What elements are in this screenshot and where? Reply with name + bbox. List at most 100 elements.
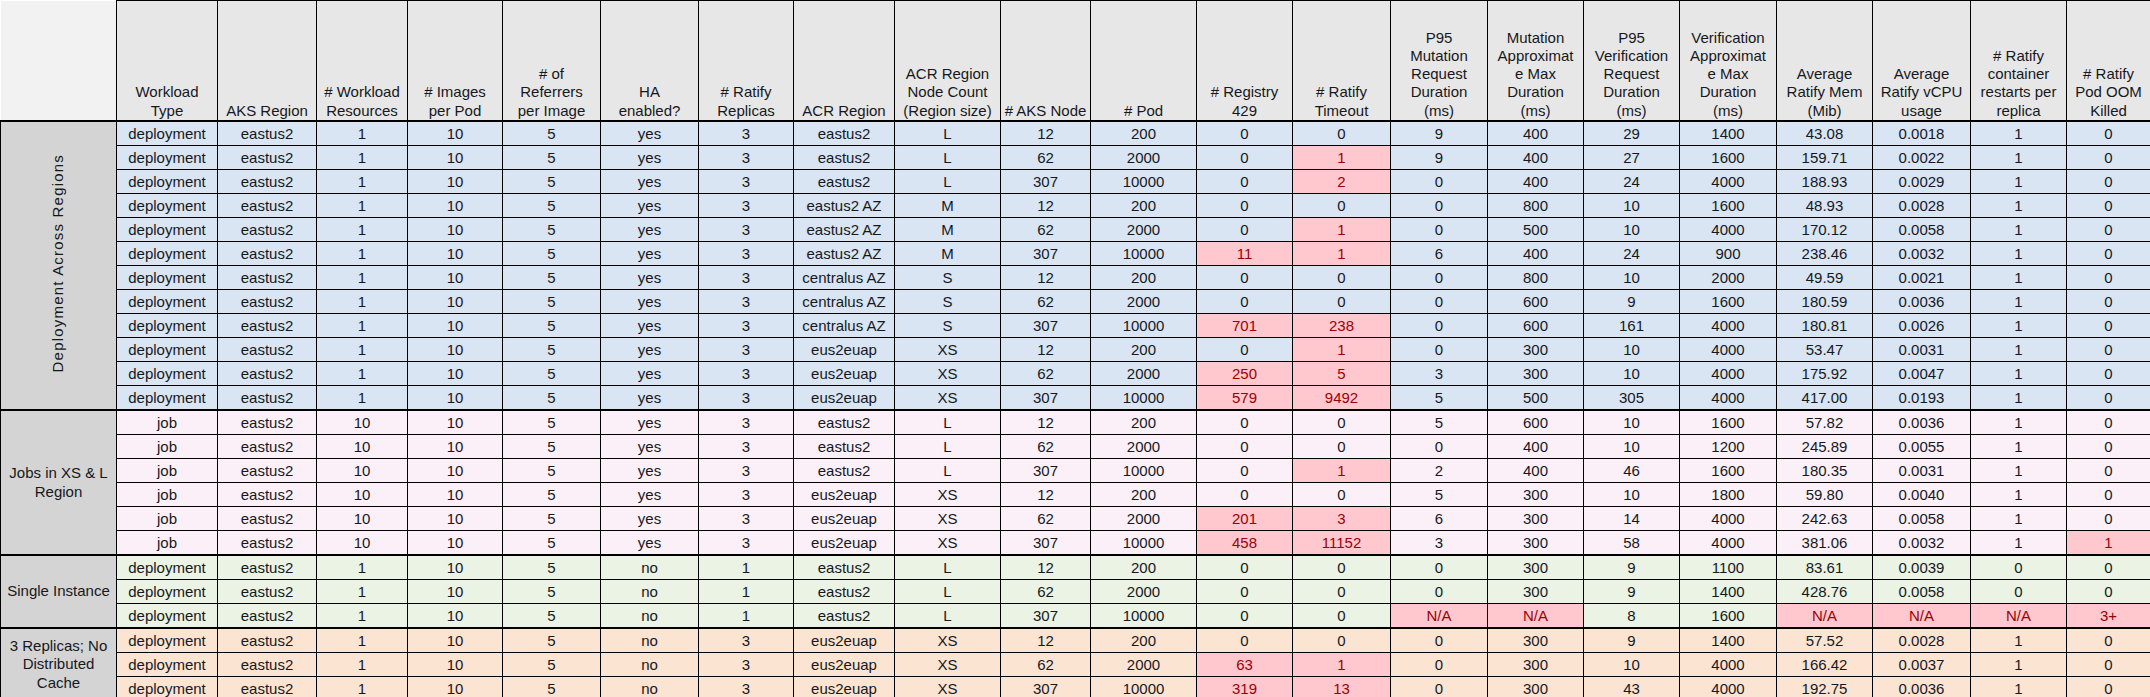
cell: job bbox=[117, 410, 218, 435]
table-body: Deployment Across Regionsdeploymenteastu… bbox=[1, 121, 2150, 697]
cell: 0 bbox=[2067, 242, 2150, 266]
cell: 5 bbox=[503, 531, 601, 556]
cell: 10 bbox=[1584, 218, 1680, 242]
row-group-label-text: Deployment Across Regions bbox=[49, 154, 68, 372]
cell: 0 bbox=[1197, 483, 1293, 507]
cell: deployment bbox=[117, 194, 218, 218]
cell: yes bbox=[601, 121, 699, 146]
cell: 10000 bbox=[1091, 386, 1197, 411]
table-row: Deployment Across Regionsdeploymenteastu… bbox=[1, 121, 2150, 146]
cell: 10 bbox=[408, 483, 503, 507]
cell: eastus2 bbox=[218, 653, 317, 677]
cell: 62 bbox=[1001, 146, 1091, 170]
cell: 300 bbox=[1488, 628, 1584, 653]
cell: N/A bbox=[1777, 604, 1873, 629]
cell: 4000 bbox=[1680, 362, 1777, 386]
column-header: # AKS Node bbox=[1001, 1, 1091, 122]
cell: XS bbox=[895, 483, 1001, 507]
cell: 10000 bbox=[1091, 242, 1197, 266]
cell: eastus2 bbox=[218, 170, 317, 194]
table-row: jobeastus210105yes3eastus2L3071000001240… bbox=[1, 459, 2150, 483]
cell: 43.08 bbox=[1777, 121, 1873, 146]
cell: 0.0029 bbox=[1873, 170, 1971, 194]
cell: yes bbox=[601, 362, 699, 386]
cell: 0 bbox=[1293, 194, 1391, 218]
cell: 5 bbox=[1391, 386, 1488, 411]
column-header: # of Referrers per Image bbox=[503, 1, 601, 122]
cell: 10 bbox=[1584, 194, 1680, 218]
cell: 5 bbox=[503, 218, 601, 242]
cell: deployment bbox=[117, 146, 218, 170]
cell: 0 bbox=[1197, 410, 1293, 435]
cell: 10 bbox=[1584, 410, 1680, 435]
cell: 0.0032 bbox=[1873, 242, 1971, 266]
cell: 1 bbox=[317, 290, 408, 314]
column-header: # Workload Resources bbox=[317, 1, 408, 122]
cell: eus2euap bbox=[794, 677, 895, 697]
cell: 1 bbox=[317, 362, 408, 386]
cell: 300 bbox=[1488, 677, 1584, 697]
cell: M bbox=[895, 242, 1001, 266]
cell: 400 bbox=[1488, 121, 1584, 146]
column-header: # Ratify Replicas bbox=[699, 1, 794, 122]
cell: 10 bbox=[317, 507, 408, 531]
cell: 9 bbox=[1584, 555, 1680, 580]
cell: 201 bbox=[1197, 507, 1293, 531]
cell: 1 bbox=[317, 242, 408, 266]
cell: 49.59 bbox=[1777, 266, 1873, 290]
cell: 9 bbox=[1584, 628, 1680, 653]
cell: 192.75 bbox=[1777, 677, 1873, 697]
cell: 1 bbox=[1293, 459, 1391, 483]
cell: 300 bbox=[1488, 555, 1584, 580]
cell: 0 bbox=[2067, 507, 2150, 531]
cell: 0 bbox=[2067, 459, 2150, 483]
cell: 1 bbox=[1293, 653, 1391, 677]
cell: eastus2 bbox=[218, 410, 317, 435]
cell: 46 bbox=[1584, 459, 1680, 483]
cell: 1 bbox=[699, 555, 794, 580]
column-header: Verification Approximat e Max Duration (… bbox=[1680, 1, 1777, 122]
cell: 3 bbox=[699, 146, 794, 170]
cell: 5 bbox=[503, 555, 601, 580]
cell: 0 bbox=[1391, 628, 1488, 653]
cell: 200 bbox=[1091, 410, 1197, 435]
cell: 0 bbox=[1197, 628, 1293, 653]
cell: 0 bbox=[2067, 338, 2150, 362]
cell: 500 bbox=[1488, 386, 1584, 411]
cell: 1 bbox=[317, 628, 408, 653]
cell: 5 bbox=[503, 146, 601, 170]
cell: eastus2 bbox=[794, 555, 895, 580]
cell: 3 bbox=[699, 218, 794, 242]
cell: L bbox=[895, 459, 1001, 483]
cell: 9492 bbox=[1293, 386, 1391, 411]
cell: no bbox=[601, 580, 699, 604]
cell: 1 bbox=[317, 266, 408, 290]
column-header: HA enabled? bbox=[601, 1, 699, 122]
cell: 62 bbox=[1001, 218, 1091, 242]
cell: 10000 bbox=[1091, 604, 1197, 629]
cell: 0 bbox=[1197, 266, 1293, 290]
cell: eus2euap bbox=[794, 531, 895, 556]
cell: 0 bbox=[1391, 580, 1488, 604]
cell: 62 bbox=[1001, 580, 1091, 604]
cell: 10 bbox=[317, 531, 408, 556]
table-row: Single Instancedeploymenteastus21105no1e… bbox=[1, 555, 2150, 580]
cell: 10 bbox=[408, 146, 503, 170]
cell: centralus AZ bbox=[794, 266, 895, 290]
cell: 0 bbox=[1293, 628, 1391, 653]
cell: yes bbox=[601, 435, 699, 459]
cell: 0 bbox=[1391, 314, 1488, 338]
cell: eastus2 bbox=[794, 580, 895, 604]
cell: 2000 bbox=[1091, 218, 1197, 242]
cell: eastus2 bbox=[794, 121, 895, 146]
cell: 62 bbox=[1001, 362, 1091, 386]
cell: 5 bbox=[503, 653, 601, 677]
cell: 242.63 bbox=[1777, 507, 1873, 531]
cell: 1 bbox=[1971, 218, 2067, 242]
cell: 200 bbox=[1091, 194, 1197, 218]
cell: 180.35 bbox=[1777, 459, 1873, 483]
cell: no bbox=[601, 628, 699, 653]
cell: 1 bbox=[1293, 218, 1391, 242]
cell: eastus2 bbox=[218, 459, 317, 483]
cell: 10 bbox=[408, 338, 503, 362]
